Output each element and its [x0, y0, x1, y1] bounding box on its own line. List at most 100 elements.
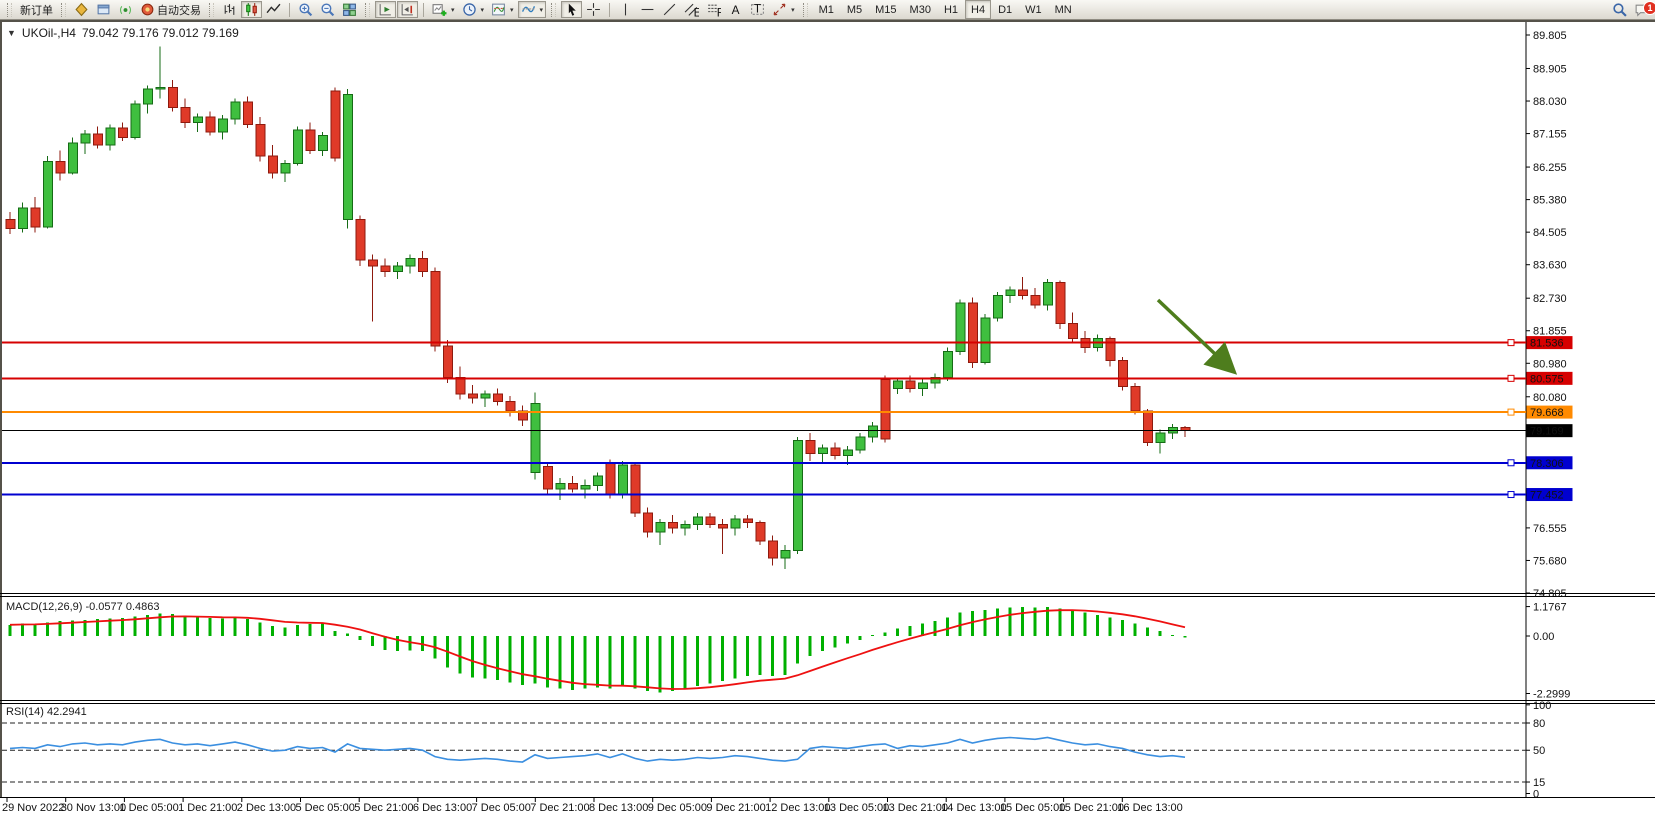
toolbar-drag-handle[interactable] [209, 2, 214, 17]
candle-body [155, 86, 166, 90]
level-line-handle[interactable] [1507, 491, 1515, 499]
zoom-out-button[interactable] [317, 1, 338, 18]
bar-chart-button[interactable] [219, 1, 240, 18]
line-chart-icon [266, 3, 281, 14]
candle-body [905, 380, 916, 390]
macd-histogram-bar [71, 620, 74, 636]
search-icon [1613, 3, 1627, 17]
timeframe-button-m15[interactable]: M15 [875, 3, 897, 16]
new-order-button[interactable]: 新订单 [17, 1, 56, 18]
equidistant-channel-button[interactable]: E [681, 1, 702, 18]
zoom-out-icon [321, 3, 335, 17]
candle-body [93, 133, 103, 146]
new-chart-button[interactable]: ▾ [429, 1, 458, 18]
market-watch-button[interactable] [71, 1, 92, 18]
timeframe-button-m30[interactable]: M30 [909, 3, 931, 16]
candle-body [668, 522, 678, 529]
candle-body [318, 135, 328, 152]
macd-scale-label: -2.2999 [1533, 688, 1570, 700]
macd-histogram-bar [983, 609, 987, 636]
toolbar-drag-handle[interactable] [551, 2, 557, 17]
level-line-handle[interactable] [1507, 374, 1515, 382]
zoom-in-button[interactable] [295, 1, 316, 18]
chevron-down-icon[interactable]: ▾ [451, 6, 455, 14]
search-button[interactable] [1609, 1, 1630, 18]
templates-button[interactable]: ▾ [488, 1, 517, 18]
level-line-handle[interactable] [1507, 408, 1515, 416]
vertical-line-button[interactable] [615, 1, 636, 18]
chevron-down-icon[interactable]: ▾ [480, 6, 485, 14]
timeframe-button-d1[interactable]: D1 [998, 3, 1013, 16]
macd-histogram-bar [396, 636, 399, 651]
auto-scroll-button[interactable] [375, 1, 396, 18]
trend-arrow-annotation[interactable] [1156, 298, 1238, 375]
macd-histogram-bar [1146, 627, 1149, 636]
autotrading-button[interactable]: 自动交易 [137, 1, 204, 18]
timeframe-button-m5[interactable]: M5 [846, 3, 863, 16]
macd-histogram-bar [958, 612, 962, 636]
toolbar-drag-handle[interactable] [802, 2, 808, 17]
toolbar-drag-handle[interactable] [365, 2, 370, 17]
indicators-button[interactable]: ▾ [517, 1, 547, 18]
toolbar-drag-handle[interactable] [61, 2, 66, 17]
timeframe-button-mn[interactable]: MN [1054, 3, 1072, 16]
candle-body [480, 393, 491, 399]
candle-body [543, 466, 553, 490]
crosshair-button[interactable] [583, 1, 604, 18]
candle-body [818, 447, 828, 455]
signals-button[interactable] [115, 1, 136, 18]
level-price-tag-label: 79.668 [1530, 407, 1564, 419]
price-tick-label: 84.505 [1533, 227, 1567, 239]
candle-body [293, 129, 303, 165]
level-line-handle[interactable] [1507, 339, 1515, 347]
candle-body [405, 257, 416, 267]
timeframe-button-w1[interactable]: W1 [1025, 3, 1042, 16]
toolbar-drag-handle[interactable] [7, 2, 12, 17]
timeframe-button-h1[interactable]: H1 [943, 3, 959, 16]
candle-body [555, 482, 566, 490]
line-chart-button[interactable] [263, 1, 284, 18]
macd-histogram-bar [1071, 609, 1074, 636]
candle-body [268, 155, 278, 174]
vertical-line-icon [625, 3, 627, 16]
trendline-icon [663, 3, 676, 16]
macd-histogram-bar [533, 636, 537, 684]
trendline-button[interactable] [659, 1, 680, 18]
timeframe-button-h4[interactable]: H4 [965, 0, 992, 19]
macd-histogram-bar [346, 633, 349, 636]
price-tick-label: 82.730 [1533, 293, 1567, 305]
time-tick-label: 7 Dec 05:00 [472, 802, 531, 814]
candle-body [643, 512, 653, 533]
cursor-icon [568, 3, 576, 16]
tile-windows-button[interactable] [339, 1, 360, 18]
macd-histogram-bar [746, 636, 749, 676]
chevron-down-icon[interactable]: ▾ [510, 6, 514, 14]
chevron-down-icon[interactable]: ▾ [791, 6, 795, 14]
chat-button[interactable]: 1 [1631, 1, 1655, 18]
chart-title-dropdown-icon[interactable]: ▼ [7, 28, 16, 38]
macd-histogram-bar [333, 631, 337, 636]
data-window-button[interactable] [93, 1, 114, 18]
macd-histogram-bar [321, 623, 324, 636]
text-button[interactable]: A [725, 1, 746, 18]
chart-window[interactable]: 89.805 88.905 88.030 87.155 86.255 85.380 84.5… [0, 20, 1655, 820]
text-label-button[interactable]: T [747, 1, 768, 18]
candle-body [180, 107, 191, 124]
macd-histogram-bar [658, 636, 662, 693]
horizontal-line-button[interactable] [637, 1, 658, 18]
main-toolbar: 新订单 自动交易 ▾ ▾ ▾ ▾ E FA T ▾ M1 M5 M15 M30 H1 H4 D1 W1 MN 1 [0, 0, 1655, 20]
chevron-down-icon[interactable]: ▾ [539, 6, 544, 14]
arrows-button[interactable]: ▾ [769, 1, 798, 18]
cursor-button[interactable] [561, 1, 583, 18]
periods-button[interactable]: ▾ [459, 1, 488, 18]
fibonacci-button[interactable]: F [703, 1, 724, 18]
candle-body [430, 270, 441, 347]
candlestick-chart-button[interactable] [241, 1, 262, 18]
timeframe-button-m1[interactable]: M1 [818, 3, 834, 16]
macd-histogram-bar [183, 616, 187, 636]
macd-histogram-bar [508, 636, 512, 683]
level-line-handle[interactable] [1507, 459, 1515, 467]
chart-shift-button[interactable] [397, 1, 418, 18]
chart-canvas[interactable]: 89.805 88.905 88.030 87.155 86.255 85.380 84.5… [0, 20, 1655, 820]
